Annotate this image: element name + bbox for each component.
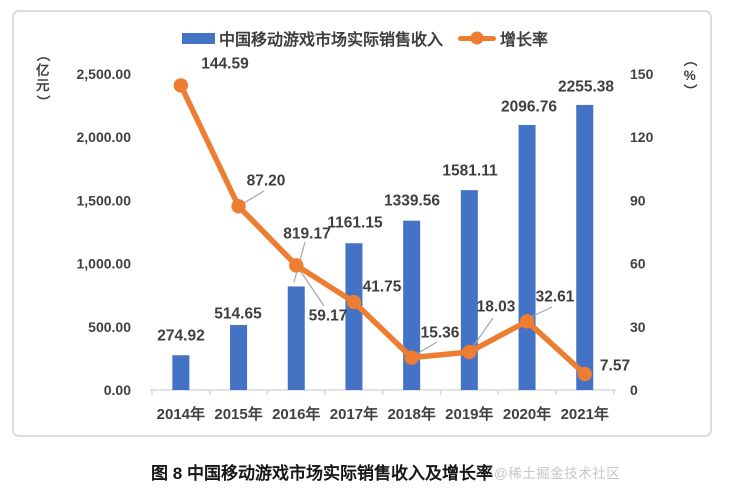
figure-caption: 图 8 中国移动游戏市场实际销售收入及增长率 — [151, 464, 493, 483]
bar-2020年 — [518, 124, 536, 390]
legend-label-revenue: 中国移动游戏市场实际销售收入 — [218, 32, 443, 49]
line-point-2018年 — [404, 350, 419, 365]
x-axis-category-label: 2017年 — [330, 405, 378, 423]
line-value-label: 15.36 — [421, 325, 460, 342]
bar-value-label: 274.92 — [157, 328, 204, 345]
line-value-label: 18.03 — [477, 299, 516, 316]
legend-label-growth: 增长率 — [500, 32, 549, 49]
legend-bar-swatch — [181, 32, 215, 44]
label-leader-line — [298, 268, 325, 307]
axis-unit-char: 亿 — [36, 62, 50, 78]
bar-2016年 — [287, 286, 305, 390]
bar-value-label: 1161.15 — [327, 215, 383, 232]
x-axis-category-label: 2019年 — [445, 405, 493, 423]
left-axis-tick-label: 2,500.00 — [77, 66, 132, 82]
bar-value-label: 1339.56 — [384, 193, 440, 210]
line-point-2016年 — [289, 258, 304, 273]
legend: 中国移动游戏市场实际销售收入 增长率 — [0, 26, 730, 50]
x-axis-category-label: 2020年 — [503, 405, 551, 423]
line-value-label: 59.17 — [309, 308, 348, 325]
bar-2015年 — [230, 324, 248, 390]
bar-value-label: 2096.76 — [501, 99, 557, 116]
x-axis-category-label: 2016年 — [272, 405, 320, 423]
legend-marker-dot-icon — [470, 31, 484, 45]
line-point-2014年 — [173, 78, 189, 93]
legend-item-revenue: 中国移动游戏市场实际销售收入 — [181, 26, 443, 50]
line-point-2017年 — [346, 294, 362, 310]
x-axis-category-label: 2021年 — [561, 405, 609, 423]
axis-unit-char: 元 — [36, 78, 50, 94]
label-leader-line — [243, 190, 265, 204]
bar-2019年 — [460, 190, 478, 390]
bar-value-label: 1581.11 — [442, 163, 498, 180]
right-axis-tick-label: 90 — [630, 192, 646, 208]
bar-2018年 — [403, 220, 421, 390]
line-value-label: 144.59 — [201, 56, 249, 73]
line-point-2021年 — [577, 366, 592, 382]
right-axis-tick-label: 30 — [630, 319, 646, 335]
bar-value-label: 2255.38 — [558, 79, 614, 96]
line-value-label: 32.61 — [536, 289, 575, 306]
right-axis-unit-label: （%） — [683, 52, 698, 99]
watermark: @稀土掘金技术社区 — [494, 466, 621, 481]
left-axis-tick-label: 0.00 — [104, 382, 131, 398]
x-axis-category-label: 2014年 — [157, 405, 205, 423]
bar-2017年 — [345, 243, 363, 390]
line-point-2020年 — [519, 314, 535, 329]
label-leader-line — [471, 317, 494, 349]
bar-value-label: 819.17 — [283, 226, 330, 243]
left-axis-unit-label: （亿元） — [36, 47, 51, 109]
line-point-2015年 — [231, 199, 246, 214]
line-point-2019年 — [462, 344, 477, 360]
x-axis-category-label: 2015年 — [214, 405, 262, 423]
left-axis-tick-label: 2,000.00 — [77, 129, 132, 145]
chart-plot-area: 2,500.00 2,000.00 1,500.00 1,000.00 500.00 0.… — [77, 56, 654, 424]
line-value-label: 87.20 — [247, 173, 286, 190]
label-leader-line — [530, 306, 553, 318]
right-axis-tick-label: 120 — [630, 129, 654, 145]
left-axis-tick-label: 500.00 — [88, 319, 131, 335]
right-axis-tick-label: 150 — [630, 66, 654, 82]
left-axis-tick-label: 1,000.00 — [77, 256, 132, 272]
growth-rate-line — [178, 82, 588, 377]
right-axis-tick-label: 60 — [630, 256, 646, 272]
bar-value-label: 514.65 — [214, 306, 262, 323]
right-axis-tick-label: 0 — [630, 382, 638, 398]
left-axis-tick-label: 1,500.00 — [77, 192, 132, 208]
x-axis-category-label: 2018年 — [387, 405, 435, 423]
line-value-label: 7.57 — [600, 358, 630, 375]
axis-unit-char: % — [683, 67, 696, 83]
legend-item-growth: 增长率 — [458, 26, 548, 50]
bar-2021年 — [576, 104, 594, 390]
bar-2014年 — [172, 355, 190, 390]
label-leader-line — [414, 341, 438, 356]
line-value-label: 41.75 — [363, 279, 402, 296]
legend-line-swatch — [458, 31, 496, 45]
